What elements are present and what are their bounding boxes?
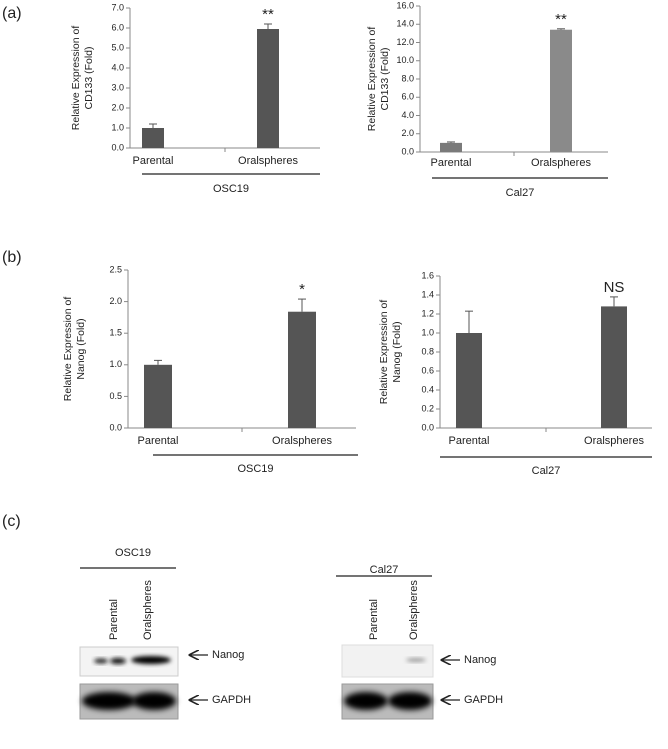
y-tick-label: 6.0: [401, 92, 414, 102]
bar: [288, 311, 316, 428]
y-tick-label: 2.5: [109, 264, 122, 274]
bar: [142, 128, 164, 148]
y-tick-label: 1.0: [109, 359, 122, 369]
y-axis-label: Nanog (Fold): [391, 321, 403, 382]
y-tick-label: 0.8: [421, 346, 434, 356]
lane-label: Parental: [368, 599, 380, 640]
y-tick-label: 6.0: [111, 22, 124, 32]
significance: *: [299, 281, 305, 298]
significance: **: [262, 6, 274, 23]
y-tick-label: 4.0: [111, 62, 124, 72]
y-axis-label: Nanog (Fold): [75, 318, 87, 379]
x-tick-label: Oralspheres: [238, 155, 298, 167]
y-tick-label: 0.0: [111, 142, 124, 152]
y-axis-label: Relative Expression of: [366, 27, 378, 132]
band: [344, 692, 388, 710]
y-tick-label: 0.2: [421, 403, 434, 413]
y-axis-label: Relative Expression of: [378, 300, 390, 405]
group-label: Cal27: [532, 465, 561, 477]
band: [406, 658, 426, 662]
lane-label: Parental: [108, 599, 120, 640]
band: [82, 692, 136, 710]
y-tick-label: 1.0: [421, 327, 434, 337]
y-tick-label: 0.0: [401, 146, 414, 156]
y-axis-label: Relative Expression of: [70, 26, 82, 131]
y-tick-label: 3.0: [111, 82, 124, 92]
bar: [440, 142, 462, 152]
x-tick-label: Parental: [431, 157, 472, 169]
bar: [456, 333, 482, 428]
x-tick-label: Parental: [449, 435, 490, 447]
y-tick-label: 1.6: [421, 270, 434, 280]
y-tick-label: 14.0: [396, 19, 414, 29]
bar: [550, 29, 572, 153]
y-tick-label: 8.0: [401, 73, 414, 83]
x-tick-label: Parental: [138, 435, 179, 447]
band: [94, 658, 108, 664]
lane-label: Oralspheres: [142, 580, 154, 640]
band: [131, 656, 171, 664]
y-axis-label: CD133 (Fold): [379, 47, 391, 110]
blot-group: OSC19: [115, 547, 151, 559]
blot-cal27: Cal27 Parental Oralspheres Nanog GAPDH: [336, 564, 503, 720]
x-tick-label: Oralspheres: [272, 435, 332, 447]
group-label: Cal27: [506, 187, 535, 199]
y-tick-label: 1.5: [109, 328, 122, 338]
protein-label: GAPDH: [464, 694, 503, 706]
y-tick-label: 0.6: [421, 365, 434, 375]
y-tick-label: 0.4: [421, 384, 434, 394]
protein-label: GAPDH: [212, 694, 251, 706]
group-label: OSC19: [237, 463, 273, 475]
protein-label: Nanog: [212, 649, 244, 661]
y-tick-label: 1.0: [111, 122, 124, 132]
y-tick-label: 1.2: [421, 308, 434, 318]
significance: NS: [604, 279, 625, 296]
y-tick-label: 16.0: [396, 0, 414, 10]
significance: **: [555, 11, 567, 28]
blot-osc19: OSC19 Parental Oralspheres Nanog GAPDH: [79, 547, 251, 720]
y-tick-label: 0.0: [421, 422, 434, 432]
x-tick-label: Parental: [133, 155, 174, 167]
protein-label: Nanog: [464, 654, 496, 666]
y-tick-label: 12.0: [396, 37, 414, 47]
x-tick-label: Oralspheres: [584, 435, 644, 447]
y-tick-label: 1.4: [421, 289, 434, 299]
bar: [144, 364, 172, 428]
y-tick-label: 5.0: [111, 42, 124, 52]
bar: [257, 29, 279, 148]
y-tick-label: 10.0: [396, 55, 414, 65]
x-tick-label: Oralspheres: [531, 157, 591, 169]
band: [388, 692, 432, 710]
panel-label: (b): [2, 249, 22, 266]
y-tick-label: 2.0: [109, 296, 122, 306]
band: [132, 692, 176, 710]
group-label: OSC19: [213, 183, 249, 195]
y-tick-label: 2.0: [111, 102, 124, 112]
y-tick-label: 7.0: [111, 2, 124, 12]
panel-label: (c): [2, 513, 21, 530]
y-tick-label: 4.0: [401, 110, 414, 120]
bar: [601, 306, 627, 428]
band: [110, 658, 126, 664]
y-axis-label: CD133 (Fold): [83, 46, 95, 109]
panel-label: (a): [2, 5, 22, 22]
y-tick-label: 2.0: [401, 128, 414, 138]
y-tick-label: 0.5: [109, 391, 122, 401]
y-axis-label: Relative Expression of: [62, 297, 74, 402]
blot-group: Cal27: [370, 564, 399, 576]
y-tick-label: 0.0: [109, 422, 122, 432]
lane-label: Oralspheres: [408, 580, 420, 640]
